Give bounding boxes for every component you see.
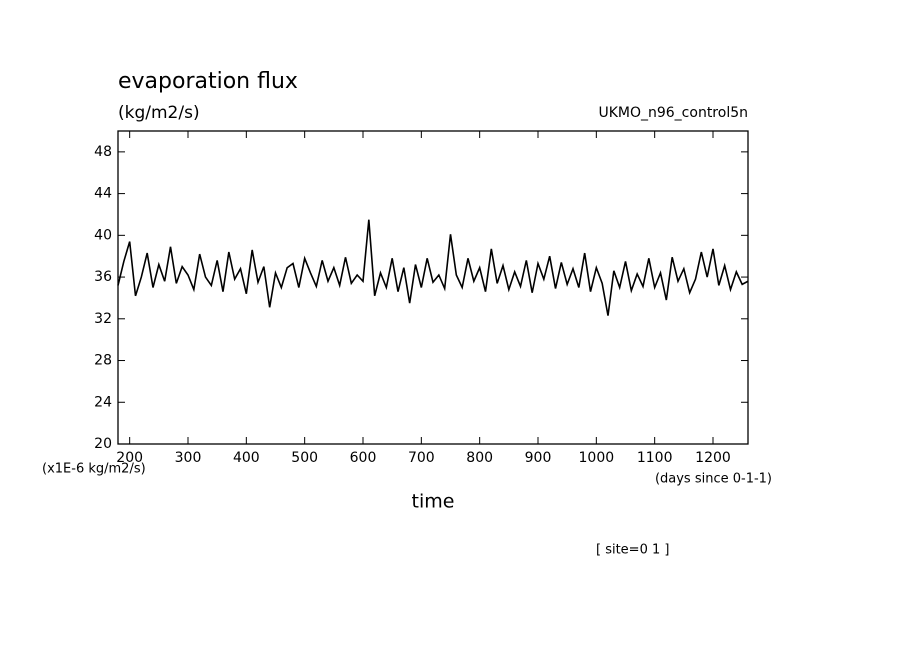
x-tick-label: 700 [408, 450, 435, 466]
y-tick-label: 44 [94, 186, 112, 202]
y-tick-label: 20 [94, 436, 112, 452]
footnote: [ site=0 1 ] [596, 543, 669, 558]
x-tick-label: 400 [233, 450, 260, 466]
y-unit-label: (x1E-6 kg/m2/s) [42, 462, 146, 477]
x-axis-label: time [412, 491, 455, 513]
source-label: UKMO_n96_control5n [598, 105, 748, 121]
x-tick-label: 300 [175, 450, 202, 466]
chart-subtitle: (kg/m2/s) [118, 103, 200, 123]
x-unit-label: (days since 0-1-1) [655, 472, 772, 487]
x-tick-label: 1200 [695, 450, 731, 466]
y-tick-label: 24 [94, 394, 112, 410]
y-tick-label: 28 [94, 353, 112, 369]
y-tick-label: 48 [94, 144, 112, 160]
x-tick-label: 1000 [579, 450, 615, 466]
y-tick-label: 32 [94, 311, 112, 327]
y-tick-label: 40 [94, 227, 112, 243]
x-tick-label: 500 [291, 450, 318, 466]
x-tick-label: 900 [525, 450, 552, 466]
y-tick-label: 36 [94, 269, 112, 285]
data-line [117, 219, 749, 316]
x-tick-label: 1100 [637, 450, 673, 466]
plot-frame [117, 130, 749, 445]
chart-title: evaporation flux [118, 69, 298, 94]
x-tick-label: 200 [116, 450, 143, 466]
x-tick-label: 800 [466, 450, 493, 466]
x-tick-label: 600 [350, 450, 377, 466]
